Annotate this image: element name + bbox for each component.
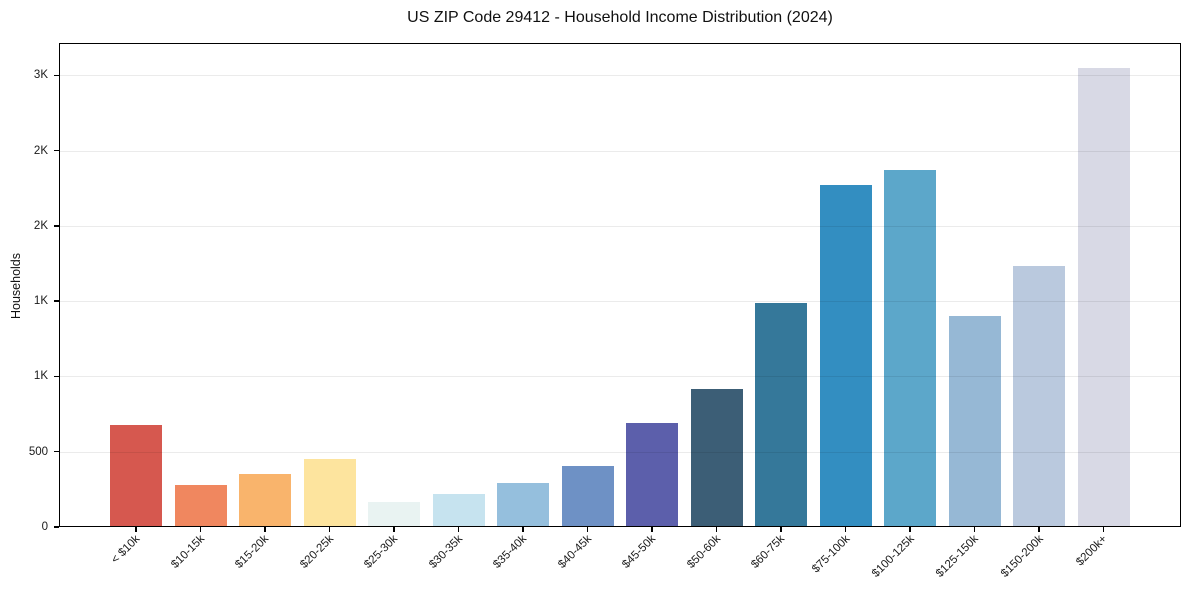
x-tick-label: $30-35k	[427, 533, 465, 571]
x-tick-mark	[973, 527, 976, 532]
x-tick-mark	[264, 527, 266, 532]
x-tick-label: $20-25k	[298, 533, 336, 571]
x-tick-label: $45-50k	[620, 533, 659, 571]
y-tick-mark	[54, 526, 59, 528]
y-tick-mark	[54, 149, 59, 152]
y-tick-label: 3K	[33, 69, 48, 82]
bar	[1077, 67, 1130, 527]
bar	[174, 484, 227, 527]
y-tick-mark	[54, 451, 59, 453]
y-tick-mark	[54, 300, 59, 302]
bar	[303, 458, 356, 527]
y-axis-label: Households	[9, 252, 23, 320]
bar	[690, 388, 743, 527]
bar	[819, 185, 872, 527]
x-tick-mark	[328, 527, 331, 532]
axis-spine-right	[1179, 43, 1181, 527]
bar	[497, 483, 549, 527]
gridline	[59, 75, 1181, 77]
x-tick-label: $100-125k	[869, 533, 917, 580]
x-tick-label: $25-30k	[362, 533, 401, 571]
y-tick-label: 1K	[33, 295, 48, 308]
axis-spine-bottom	[59, 525, 1181, 527]
y-tick-label: 500	[28, 445, 48, 458]
x-tick-mark	[586, 527, 589, 532]
axis-spine-top	[59, 43, 1181, 45]
chart-title: US ZIP Code 29412 - Household Income Dis…	[407, 9, 833, 26]
x-tick-mark	[199, 527, 202, 532]
x-tick-mark	[844, 527, 847, 532]
y-tick-mark	[54, 375, 59, 378]
y-tick-label: 2K	[33, 144, 48, 157]
x-tick-mark	[651, 527, 653, 532]
x-tick-mark	[135, 527, 137, 532]
x-tick-mark	[393, 527, 395, 532]
y-tick-label: 2K	[33, 219, 48, 232]
plot-area	[59, 43, 1181, 527]
x-tick-label: < $10k	[109, 533, 143, 567]
x-tick-label: $75-100k	[809, 533, 852, 576]
x-tick-label: $10-15k	[169, 533, 207, 571]
y-tick-label: 1K	[33, 370, 48, 383]
x-tick-label: $60-75k	[749, 533, 788, 571]
bar	[110, 425, 162, 527]
bar	[884, 170, 936, 527]
bar	[755, 302, 807, 527]
x-tick-mark	[909, 527, 911, 532]
gridline	[59, 225, 1181, 227]
bar	[561, 466, 614, 527]
gridline	[59, 150, 1181, 152]
x-tick-label: $40-45k	[556, 533, 594, 571]
bar	[432, 493, 485, 527]
bar	[368, 502, 420, 527]
y-tick-label: 0	[41, 521, 48, 533]
x-tick-mark	[1038, 527, 1040, 532]
x-tick-label: $125-150k	[934, 533, 981, 580]
x-tick-mark	[780, 527, 782, 532]
x-tick-label: $15-20k	[233, 533, 272, 571]
bar	[239, 473, 291, 527]
x-tick-mark	[715, 527, 718, 532]
axis-spine-left	[59, 43, 61, 527]
bar	[948, 316, 1001, 527]
x-tick-label: $200k+	[1074, 533, 1110, 569]
gridline	[59, 376, 1181, 378]
gridline	[59, 451, 1181, 453]
x-tick-label: $35-40k	[491, 533, 530, 571]
x-tick-label: $150-200k	[998, 533, 1046, 580]
x-tick-mark	[1102, 527, 1105, 532]
y-tick-mark	[54, 225, 59, 227]
x-tick-mark	[522, 527, 524, 532]
bar	[626, 423, 678, 527]
gridline	[59, 301, 1181, 303]
x-tick-mark	[457, 527, 460, 532]
x-tick-label: $50-60k	[685, 533, 723, 571]
bar	[1013, 265, 1065, 527]
y-tick-mark	[54, 74, 59, 76]
